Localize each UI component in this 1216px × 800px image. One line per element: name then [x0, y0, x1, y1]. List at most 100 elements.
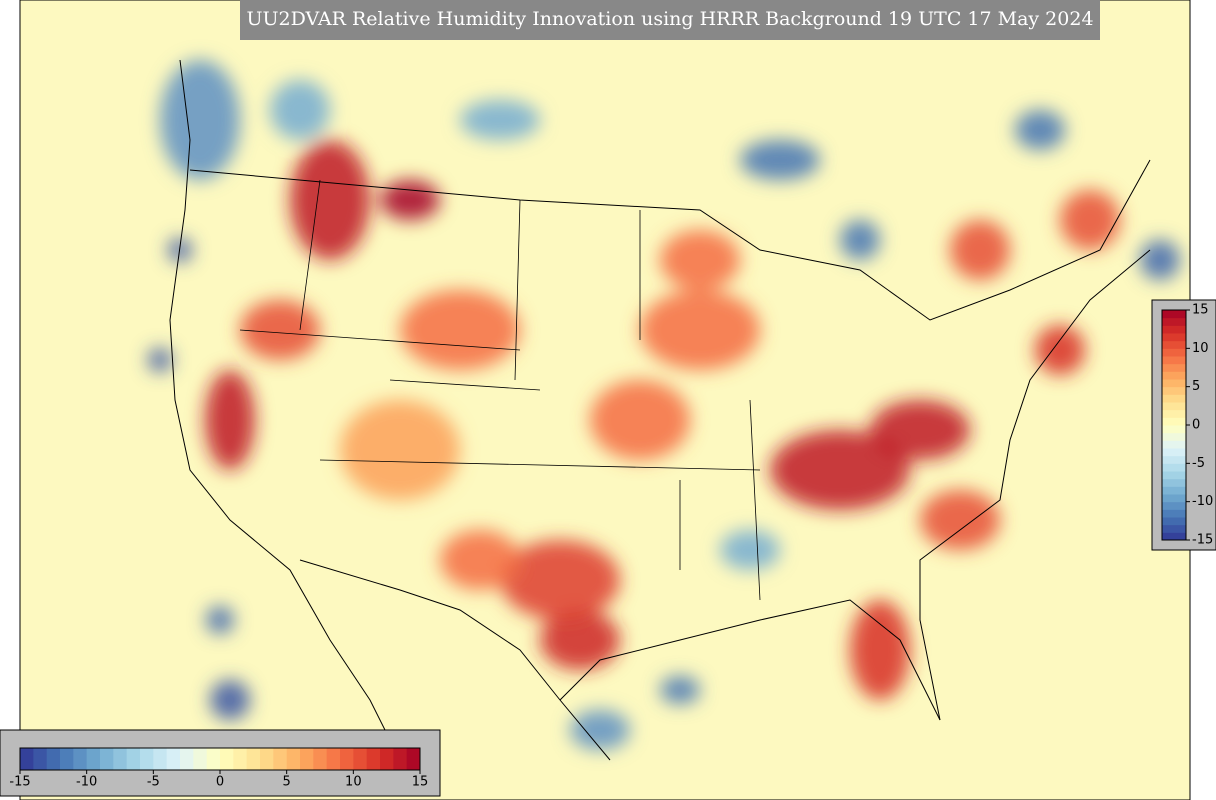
colorbar-bin: [393, 748, 408, 770]
field-blob: [640, 290, 760, 370]
colorbar-bin: [1162, 463, 1186, 472]
colorbar-bin: [353, 748, 368, 770]
colorbar-tick-label: 0: [216, 775, 224, 790]
colorbar-tick-label: -15: [1192, 533, 1213, 548]
colorbar-bin: [166, 748, 181, 770]
colorbar-tick-label: 5: [283, 775, 291, 790]
colorbar-bin: [1162, 317, 1186, 326]
colorbar-bin: [33, 748, 48, 770]
field-blob: [660, 230, 740, 290]
field-blob: [1015, 110, 1065, 150]
colorbar-bin: [1162, 509, 1186, 518]
field-blob: [1060, 190, 1120, 250]
colorbar-bin: [206, 748, 221, 770]
colorbar-bin: [153, 748, 168, 770]
colorbar-tick-label: -10: [1192, 494, 1213, 509]
colorbar-tick-label: 5: [1192, 379, 1200, 394]
colorbar-bin: [1162, 524, 1186, 533]
colorbar-bin: [366, 748, 381, 770]
innovation-field: [148, 60, 1180, 750]
field-blob: [770, 430, 910, 510]
colorbar-bin: [246, 748, 261, 770]
colorbar-bin: [273, 748, 288, 770]
colorbar-bin: [1162, 455, 1186, 464]
colorbar-bin: [1162, 310, 1186, 319]
field-blob: [540, 610, 620, 670]
field-blob: [240, 300, 320, 360]
colorbar-bin: [1162, 501, 1186, 510]
field-blob: [205, 370, 255, 470]
border: [189, 159, 1151, 321]
colorbar-tick-label: 0: [1192, 418, 1200, 433]
colorbar-bin: [1162, 371, 1186, 380]
field-blob: [870, 400, 970, 460]
border: [299, 559, 611, 761]
colorbar-tick-label: 10: [1192, 341, 1209, 356]
field-blob: [1140, 240, 1180, 280]
colorbar-tick-label: -15: [9, 775, 30, 790]
colorbar-bin: [1162, 440, 1186, 449]
field-blob: [840, 220, 880, 260]
coastline: [559, 599, 941, 721]
field-blob: [920, 490, 1000, 550]
colorbar-bin: [140, 748, 154, 770]
colorbar-bin: [286, 748, 301, 770]
title-box: [240, 0, 1100, 40]
colorbar-bin: [300, 748, 314, 770]
field-blob: [270, 80, 330, 140]
field-blob: [740, 140, 820, 180]
colorbar-bin: [1162, 363, 1186, 372]
colorbar-bin: [1162, 402, 1186, 411]
colorbar-bin: [100, 748, 114, 770]
colorbar-bin: [340, 748, 354, 770]
colorbar-bin: [1162, 333, 1186, 342]
field-blob: [950, 220, 1010, 280]
colorbar-bin: [326, 748, 341, 770]
field-blob: [400, 290, 520, 370]
colorbar-bin: [1162, 356, 1186, 365]
field-blob: [440, 530, 520, 590]
colorbar-bin: [1162, 394, 1186, 403]
colorbar-bin: [193, 748, 208, 770]
colorbar-bin: [1162, 425, 1186, 434]
colorbar-bin: [260, 748, 274, 770]
colorbar-bin: [86, 748, 101, 770]
colorbar-bin: [126, 748, 141, 770]
colorbar-bin: [60, 748, 74, 770]
field-blob: [720, 530, 780, 570]
field-blob: [590, 380, 690, 460]
colorbar-bin: [1162, 448, 1186, 457]
coastline: [169, 59, 401, 761]
boundaries: [169, 59, 1151, 761]
colorbar-bin: [1162, 494, 1186, 503]
field-blob: [850, 600, 910, 700]
field-blob: [210, 680, 250, 720]
field-blob: [460, 100, 540, 140]
colorbar-bin: [1162, 379, 1186, 388]
colorbar-bin: [1162, 432, 1186, 441]
field-blob: [500, 540, 620, 620]
field-blob: [380, 180, 440, 220]
colorbar-bin: [220, 748, 234, 770]
coastline: [919, 249, 1151, 721]
field-blob: [160, 60, 240, 180]
colorbar-bin: [1162, 386, 1186, 395]
field-blob: [660, 676, 700, 704]
colorbar-tick-label: -10: [76, 775, 97, 790]
colorbar-bin: [1162, 348, 1186, 357]
colorbar-bin: [1162, 409, 1186, 418]
colorbar-bin: [233, 748, 248, 770]
colorbar-bin: [1162, 417, 1186, 426]
colorbar-tick-label: -5: [147, 775, 160, 790]
colorbar-bin: [20, 748, 34, 770]
field-blob: [1035, 325, 1085, 375]
colorbar-bin: [180, 748, 194, 770]
colorbar-bin: [1162, 486, 1186, 495]
state-line: [239, 179, 761, 601]
colorbar-bin: [1162, 471, 1186, 480]
field-blob: [206, 606, 234, 634]
colorbar-bin: [1162, 478, 1186, 487]
colorbar-bin: [1162, 325, 1186, 334]
colorbar-bin: [113, 748, 128, 770]
